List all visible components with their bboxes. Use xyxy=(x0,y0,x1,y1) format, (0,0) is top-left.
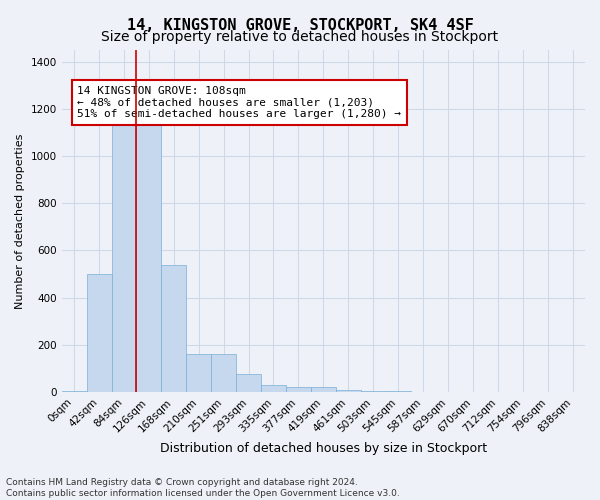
Bar xyxy=(286,387,311,392)
Bar xyxy=(261,385,286,392)
X-axis label: Distribution of detached houses by size in Stockport: Distribution of detached houses by size … xyxy=(160,442,487,455)
Bar xyxy=(161,264,186,392)
Bar xyxy=(136,120,161,392)
Bar xyxy=(62,391,86,392)
Text: Size of property relative to detached houses in Stockport: Size of property relative to detached ho… xyxy=(101,30,499,44)
Bar xyxy=(186,354,211,392)
Bar xyxy=(311,387,336,392)
Bar xyxy=(86,274,112,392)
Bar xyxy=(361,391,386,392)
Y-axis label: Number of detached properties: Number of detached properties xyxy=(15,134,25,308)
Text: Contains HM Land Registry data © Crown copyright and database right 2024.
Contai: Contains HM Land Registry data © Crown c… xyxy=(6,478,400,498)
Text: 14 KINGSTON GROVE: 108sqm
← 48% of detached houses are smaller (1,203)
51% of se: 14 KINGSTON GROVE: 108sqm ← 48% of detac… xyxy=(77,86,401,119)
Bar xyxy=(336,390,361,392)
Text: 14, KINGSTON GROVE, STOCKPORT, SK4 4SF: 14, KINGSTON GROVE, STOCKPORT, SK4 4SF xyxy=(127,18,473,32)
Bar xyxy=(211,354,236,392)
Bar xyxy=(236,374,261,392)
Bar xyxy=(112,120,136,392)
